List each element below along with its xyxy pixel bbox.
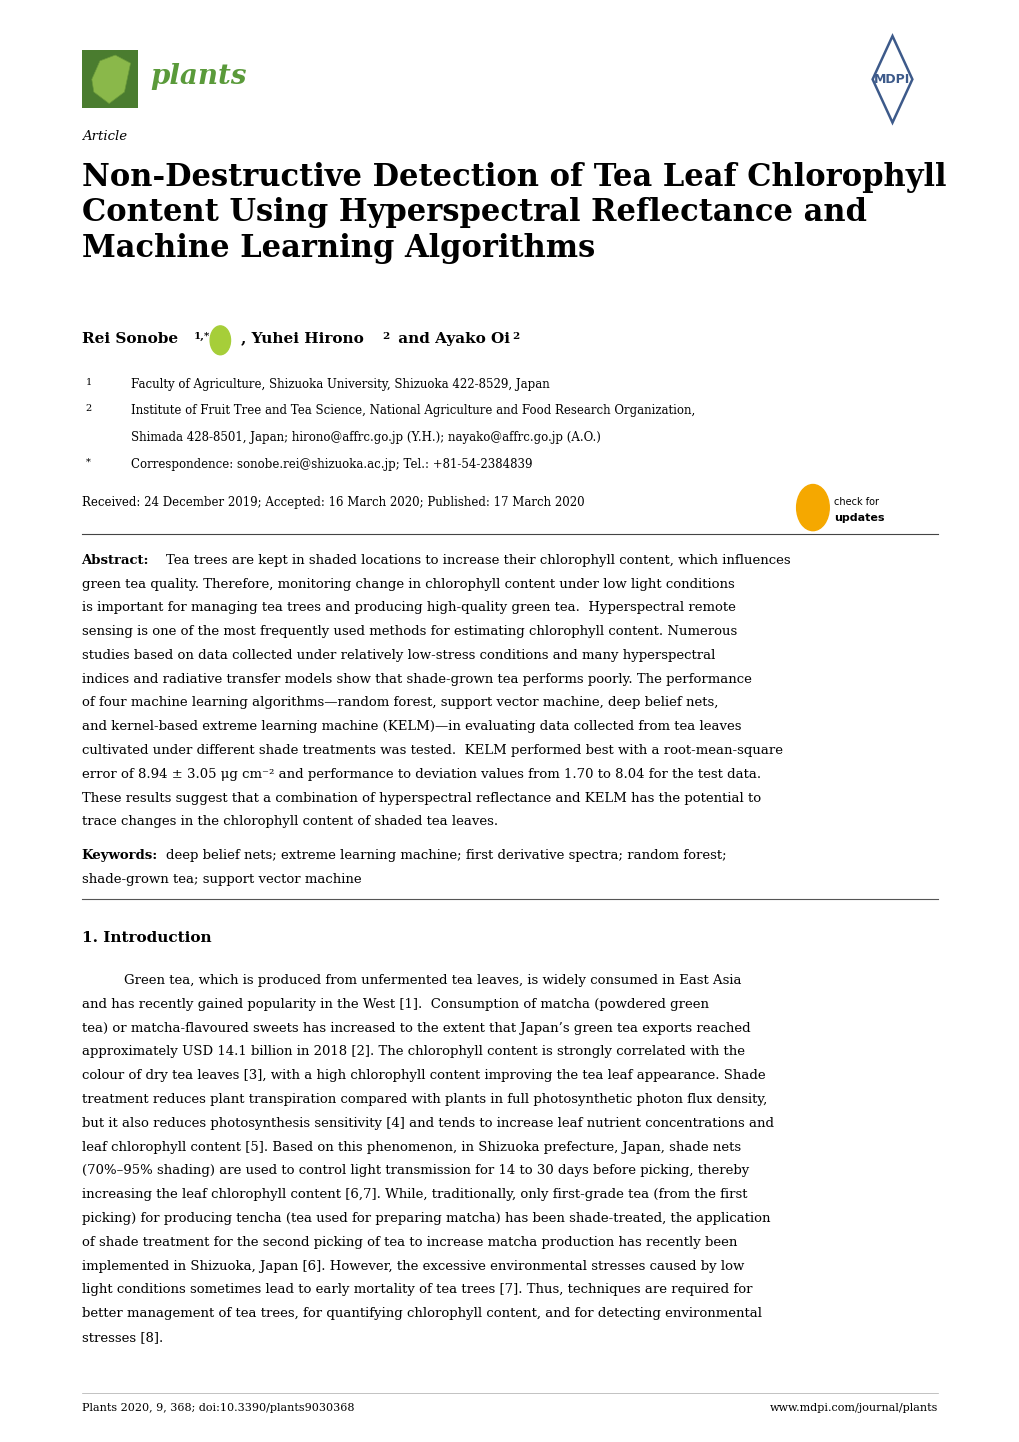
Text: implemented in Shizuoka, Japan [6]. However, the excessive environmental stresse: implemented in Shizuoka, Japan [6]. Howe… <box>82 1260 743 1273</box>
Text: stresses [8].: stresses [8]. <box>82 1331 163 1344</box>
Text: Shimada 428-8501, Japan; hirono@affrc.go.jp (Y.H.); nayako@affrc.go.jp (A.O.): Shimada 428-8501, Japan; hirono@affrc.go… <box>130 431 600 444</box>
Text: shade-grown tea; support vector machine: shade-grown tea; support vector machine <box>82 872 361 887</box>
Text: www.mdpi.com/journal/plants: www.mdpi.com/journal/plants <box>769 1403 937 1413</box>
Text: treatment reduces plant transpiration compared with plants in full photosyntheti: treatment reduces plant transpiration co… <box>82 1093 766 1106</box>
Text: approximately USD 14.1 billion in 2018 [2]. The chlorophyll content is strongly : approximately USD 14.1 billion in 2018 [… <box>82 1045 744 1058</box>
Text: check for: check for <box>834 497 878 508</box>
Text: ✓: ✓ <box>806 499 818 513</box>
Text: green tea quality. Therefore, monitoring change in chlorophyll content under low: green tea quality. Therefore, monitoring… <box>82 577 734 591</box>
Text: and kernel-based extreme learning machine (KELM)—in evaluating data collected fr: and kernel-based extreme learning machin… <box>82 720 741 734</box>
Text: 2: 2 <box>512 332 519 340</box>
Text: picking) for producing tencha (tea used for preparing matcha) has been shade-tre: picking) for producing tencha (tea used … <box>82 1211 769 1226</box>
Text: Abstract:: Abstract: <box>82 554 149 567</box>
Text: 2: 2 <box>86 405 92 414</box>
Text: These results suggest that a combination of hyperspectral reflectance and KELM h: These results suggest that a combination… <box>82 792 760 805</box>
Text: 2: 2 <box>382 332 389 340</box>
Text: Correspondence: sonobe.rei@shizuoka.ac.jp; Tel.: +81-54-2384839: Correspondence: sonobe.rei@shizuoka.ac.j… <box>130 459 532 472</box>
Text: of four machine learning algorithms—random forest, support vector machine, deep : of four machine learning algorithms—rand… <box>82 696 717 709</box>
Text: iD: iD <box>216 337 224 343</box>
Circle shape <box>796 485 828 531</box>
Text: but it also reduces photosynthesis sensitivity [4] and tends to increase leaf nu: but it also reduces photosynthesis sensi… <box>82 1116 772 1131</box>
Text: MDPI: MDPI <box>873 72 910 87</box>
Text: Tea trees are kept in shaded locations to increase their chlorophyll content, wh: Tea trees are kept in shaded locations t… <box>166 554 790 567</box>
Text: leaf chlorophyll content [5]. Based on this phenomenon, in Shizuoka prefecture, : leaf chlorophyll content [5]. Based on t… <box>82 1141 740 1154</box>
Text: 1. Introduction: 1. Introduction <box>82 930 211 945</box>
Text: Rei Sonobe: Rei Sonobe <box>82 332 182 346</box>
Text: increasing the leaf chlorophyll content [6,7]. While, traditionally, only first-: increasing the leaf chlorophyll content … <box>82 1188 746 1201</box>
Circle shape <box>210 326 230 355</box>
Text: indices and radiative transfer models show that shade-grown tea performs poorly.: indices and radiative transfer models sh… <box>82 672 751 686</box>
Text: Institute of Fruit Tree and Tea Science, National Agriculture and Food Research : Institute of Fruit Tree and Tea Science,… <box>130 405 694 418</box>
Text: Received: 24 December 2019; Accepted: 16 March 2020; Published: 17 March 2020: Received: 24 December 2019; Accepted: 16… <box>82 496 584 509</box>
Text: Plants 2020, 9, 368; doi:10.3390/plants9030368: Plants 2020, 9, 368; doi:10.3390/plants9… <box>82 1403 354 1413</box>
Text: Article: Article <box>82 130 126 143</box>
Text: Keywords:: Keywords: <box>82 849 158 862</box>
Text: and has recently gained popularity in the West [1].  Consumption of matcha (powd: and has recently gained popularity in th… <box>82 998 708 1011</box>
Text: light conditions sometimes lead to early mortality of tea trees [7]. Thus, techn: light conditions sometimes lead to early… <box>82 1283 751 1296</box>
Text: studies based on data collected under relatively low-stress conditions and many : studies based on data collected under re… <box>82 649 714 662</box>
Text: colour of dry tea leaves [3], with a high chlorophyll content improving the tea : colour of dry tea leaves [3], with a hig… <box>82 1069 764 1083</box>
Text: sensing is one of the most frequently used methods for estimating chlorophyll co: sensing is one of the most frequently us… <box>82 624 736 639</box>
Text: cultivated under different shade treatments was tested.  KELM performed best wit: cultivated under different shade treatme… <box>82 744 782 757</box>
Text: updates: updates <box>834 513 884 523</box>
Text: , Yuhei Hirono: , Yuhei Hirono <box>240 332 368 346</box>
Text: Non-Destructive Detection of Tea Leaf Chlorophyll
Content Using Hyperspectral Re: Non-Destructive Detection of Tea Leaf Ch… <box>82 162 946 264</box>
Text: and Ayako Oi: and Ayako Oi <box>392 332 515 346</box>
Text: 1,*: 1,* <box>194 332 210 340</box>
Text: error of 8.94 ± 3.05 μg cm⁻² and performance to deviation values from 1.70 to 8.: error of 8.94 ± 3.05 μg cm⁻² and perform… <box>82 767 760 782</box>
Text: plants: plants <box>150 63 247 91</box>
Text: of shade treatment for the second picking of tea to increase matcha production h: of shade treatment for the second pickin… <box>82 1236 737 1249</box>
Text: Faculty of Agriculture, Shizuoka University, Shizuoka 422-8529, Japan: Faculty of Agriculture, Shizuoka Univers… <box>130 378 549 391</box>
Text: is important for managing tea trees and producing high-quality green tea.  Hyper: is important for managing tea trees and … <box>82 601 735 614</box>
Text: Green tea, which is produced from unfermented tea leaves, is widely consumed in : Green tea, which is produced from unferm… <box>124 973 741 988</box>
Text: 1: 1 <box>86 378 92 386</box>
Text: trace changes in the chlorophyll content of shaded tea leaves.: trace changes in the chlorophyll content… <box>82 815 497 829</box>
Polygon shape <box>92 55 130 104</box>
Text: (70%–95% shading) are used to control light transmission for 14 to 30 days befor: (70%–95% shading) are used to control li… <box>82 1165 748 1178</box>
FancyBboxPatch shape <box>82 50 138 108</box>
Text: tea) or matcha-flavoured sweets has increased to the extent that Japan’s green t: tea) or matcha-flavoured sweets has incr… <box>82 1021 750 1035</box>
Text: deep belief nets; extreme learning machine; first derivative spectra; random for: deep belief nets; extreme learning machi… <box>166 849 727 862</box>
Text: better management of tea trees, for quantifying chlorophyll content, and for det: better management of tea trees, for quan… <box>82 1308 761 1321</box>
Text: *: * <box>86 459 91 467</box>
